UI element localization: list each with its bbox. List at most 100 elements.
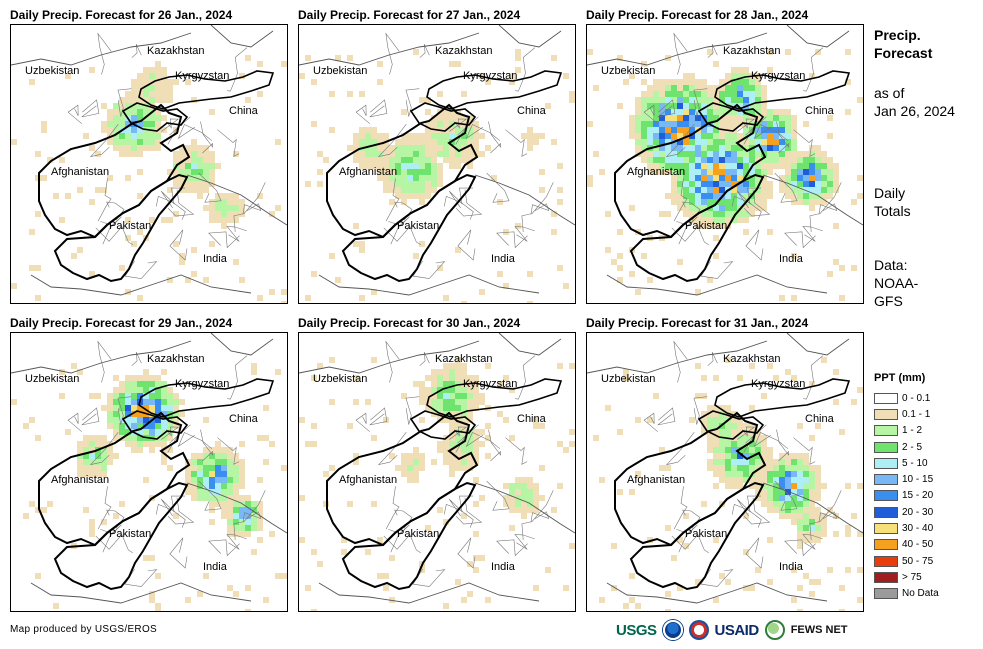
precip-cell: [497, 271, 503, 277]
precip-cell: [755, 447, 761, 453]
precip-cell: [527, 489, 533, 495]
precip-cell: [473, 133, 479, 139]
precip-cell: [401, 187, 407, 193]
panel-title: Daily Precip. Forecast for 26 Jan., 2024: [10, 8, 233, 22]
admin-line: [455, 497, 483, 525]
precip-cell: [677, 85, 683, 91]
precip-cell: [809, 169, 815, 175]
precip-cell: [413, 471, 419, 477]
precip-cell: [779, 109, 785, 115]
precip-cell: [737, 465, 743, 471]
precip-cell: [419, 187, 425, 193]
precip-cell: [809, 495, 815, 501]
precip-cell: [683, 513, 689, 519]
precip-cell: [107, 393, 113, 399]
label-india: India: [491, 561, 516, 573]
precip-cell: [725, 579, 731, 585]
precip-cell: [203, 175, 209, 181]
admin-line: [774, 480, 798, 511]
precip-cell: [467, 399, 473, 405]
precip-cell: [29, 265, 35, 271]
precip-cell: [647, 115, 653, 121]
precip-cell: [443, 519, 449, 525]
precip-cell: [767, 121, 773, 127]
precip-cell: [725, 453, 731, 459]
precip-cell: [467, 163, 473, 169]
precip-cell: [725, 193, 731, 199]
precip-cell: [131, 375, 137, 381]
precip-cell: [281, 289, 287, 295]
precip-cell: [521, 513, 527, 519]
precip-cell: [815, 495, 821, 501]
precip-cell: [425, 375, 431, 381]
precip-cell: [779, 459, 785, 465]
precip-cell: [617, 55, 623, 61]
precip-cell: [815, 181, 821, 187]
precip-cell: [785, 133, 791, 139]
precip-cell: [437, 405, 443, 411]
precip-cell: [719, 205, 725, 211]
precip-cell: [113, 133, 119, 139]
precip-cell: [665, 97, 671, 103]
precip-cell: [719, 97, 725, 103]
precip-cell: [191, 169, 197, 175]
precip-cell: [695, 363, 701, 369]
precip-cell: [749, 133, 755, 139]
precip-cell: [797, 157, 803, 163]
precip-cell: [833, 399, 839, 405]
precip-cell: [755, 157, 761, 163]
precip-cell: [347, 55, 353, 61]
label-china: China: [805, 413, 835, 425]
precip-cell: [83, 507, 89, 513]
precip-layer: [11, 363, 287, 611]
precip-cell: [821, 357, 827, 363]
precip-cell: [317, 561, 323, 567]
precip-cell: [185, 471, 191, 477]
precip-cell: [737, 471, 743, 477]
precip-cell: [695, 199, 701, 205]
precip-cell: [713, 85, 719, 91]
panel-title: Daily Precip. Forecast for 31 Jan., 2024: [586, 316, 809, 330]
precip-cell: [791, 459, 797, 465]
precip-cell: [797, 531, 803, 537]
admin-line: [131, 43, 142, 58]
precip-cell: [665, 169, 671, 175]
precip-cell: [89, 471, 95, 477]
precip-cell: [95, 465, 101, 471]
precip-cell: [107, 423, 113, 429]
precip-cell: [749, 115, 755, 121]
precip-cell: [743, 205, 749, 211]
precip-cell: [509, 435, 515, 441]
precip-cell: [767, 477, 773, 483]
precip-cell: [749, 459, 755, 465]
admin-line: [505, 437, 528, 465]
admin-line: [793, 437, 816, 465]
precip-cell: [749, 585, 755, 591]
precip-cell: [227, 477, 233, 483]
afghanistan-border: [38, 103, 191, 239]
precip-cell: [203, 471, 209, 477]
precip-cell: [779, 483, 785, 489]
precip-cell: [227, 447, 233, 453]
precip-cell: [155, 67, 161, 73]
precip-cell: [503, 283, 509, 289]
legend-item: No Data: [874, 586, 939, 602]
precip-cell: [359, 133, 365, 139]
precip-cell: [689, 85, 695, 91]
precip-cell: [83, 441, 89, 447]
precip-cell: [815, 423, 821, 429]
precip-cell: [233, 211, 239, 217]
neighbor-borders: [11, 25, 287, 296]
precip-cell: [251, 501, 257, 507]
precip-cell: [737, 79, 743, 85]
precip-cell: [551, 55, 557, 61]
precip-cell: [467, 453, 473, 459]
admin-line: [385, 486, 400, 530]
precip-cell: [809, 513, 815, 519]
precip-cell: [233, 489, 239, 495]
precip-cell: [593, 151, 599, 157]
precip-cell: [233, 217, 239, 223]
precip-cell: [671, 175, 677, 181]
precip-cell: [95, 187, 101, 193]
legend-item: > 75: [874, 569, 939, 585]
